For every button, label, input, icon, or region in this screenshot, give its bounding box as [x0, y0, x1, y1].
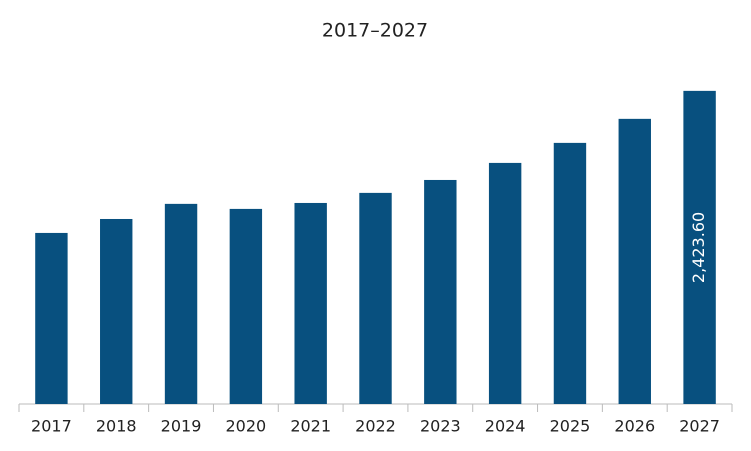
bar: [35, 232, 68, 404]
x-tick-label: 2019: [161, 417, 202, 436]
x-tick-label: 2026: [614, 417, 655, 436]
x-tick-label: 2020: [226, 417, 267, 436]
bar: [294, 202, 327, 404]
bar: [229, 208, 263, 404]
chart-title: 2017–2027: [322, 20, 428, 42]
bar: [100, 218, 133, 404]
bar: [164, 203, 198, 404]
x-tick-label: 2017: [31, 417, 72, 436]
bar: [488, 162, 522, 404]
bar: [683, 90, 716, 404]
x-tick-label: 2022: [355, 417, 396, 436]
bar: [359, 192, 392, 404]
x-tick-label: 2027: [679, 417, 720, 436]
bar: [553, 142, 587, 405]
x-tick-label: 2024: [485, 417, 526, 436]
value-label: 2,423.60: [689, 212, 708, 283]
x-tick-label: 2018: [96, 417, 137, 436]
x-tick-label: 2023: [420, 417, 461, 436]
bar: [424, 179, 457, 404]
bar: [618, 118, 651, 405]
x-tick-label: 2021: [290, 417, 331, 436]
x-tick-label: 2025: [550, 417, 591, 436]
